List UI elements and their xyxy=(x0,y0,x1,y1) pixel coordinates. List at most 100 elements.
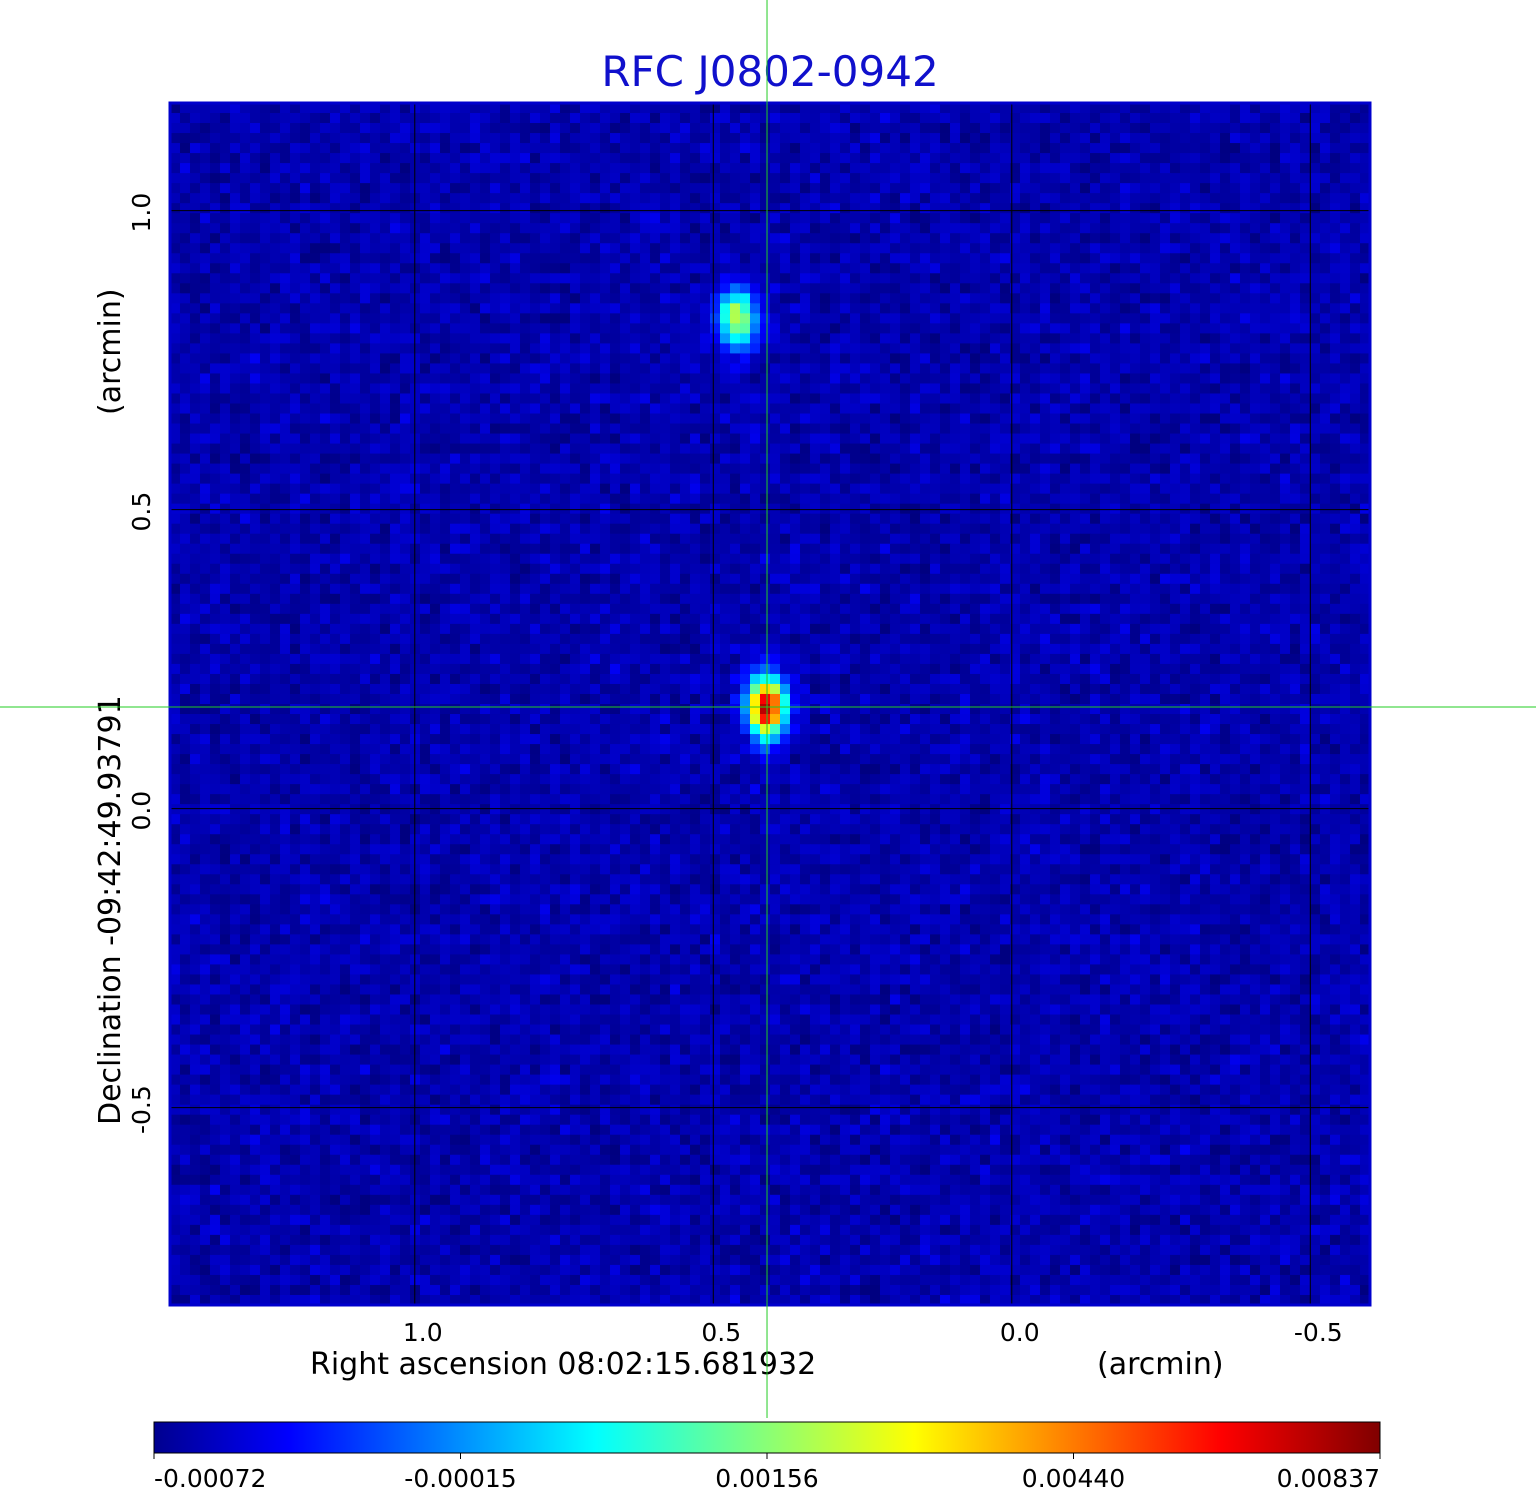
map-pixel xyxy=(1250,173,1261,184)
map-pixel xyxy=(1300,293,1311,304)
map-pixel xyxy=(1290,283,1301,294)
map-pixel xyxy=(740,403,751,415)
map-pixel xyxy=(680,493,691,505)
map-pixel xyxy=(410,213,421,224)
map-pixel xyxy=(500,323,511,334)
map-pixel xyxy=(1150,113,1161,124)
map-pixel xyxy=(470,263,481,274)
map-pixel xyxy=(1350,103,1361,114)
map-pixel xyxy=(360,273,371,284)
map-pixel xyxy=(1210,423,1221,435)
map-pixel xyxy=(230,143,241,154)
map-pixel xyxy=(590,253,601,264)
map-pixel xyxy=(910,333,921,344)
map-pixel xyxy=(920,393,931,405)
map-pixel xyxy=(480,133,491,144)
map-pixel xyxy=(320,103,331,114)
map-pixel xyxy=(240,193,251,204)
map-pixel xyxy=(650,413,661,425)
map-pixel xyxy=(710,413,721,425)
map-pixel xyxy=(870,303,881,314)
map-pixel xyxy=(470,333,481,344)
map-pixel xyxy=(790,483,801,495)
map-pixel xyxy=(700,363,711,375)
map-pixel xyxy=(530,143,541,154)
map-pixel xyxy=(1100,433,1111,445)
map-pixel xyxy=(560,363,571,375)
map-pixel xyxy=(780,333,791,344)
map-pixel xyxy=(530,133,541,144)
map-pixel xyxy=(1040,253,1051,264)
map-pixel xyxy=(500,273,511,284)
map-pixel xyxy=(580,423,591,435)
map-pixel xyxy=(290,223,301,234)
map-pixel xyxy=(180,373,191,385)
map-pixel xyxy=(600,273,611,284)
map-pixel xyxy=(420,143,431,154)
map-pixel xyxy=(300,353,311,365)
map-pixel xyxy=(500,363,511,375)
map-pixel xyxy=(280,333,291,344)
map-pixel xyxy=(1230,313,1241,324)
map-pixel xyxy=(1040,273,1051,284)
map-pixel xyxy=(710,323,721,334)
map-pixel xyxy=(370,373,381,385)
map-pixel xyxy=(420,183,431,194)
map-pixel xyxy=(1090,313,1101,324)
map-pixel xyxy=(520,113,531,124)
map-pixel xyxy=(850,383,861,395)
map-pixel xyxy=(870,493,881,505)
map-pixel xyxy=(620,343,631,355)
map-pixel xyxy=(280,433,291,445)
map-pixel xyxy=(270,503,281,515)
map-pixel xyxy=(270,193,281,204)
map-pixel xyxy=(1160,253,1171,264)
map-pixel xyxy=(910,173,921,184)
map-pixel xyxy=(900,253,911,264)
map-pixel xyxy=(1330,413,1341,425)
map-pixel xyxy=(300,403,311,415)
map-pixel xyxy=(350,353,361,365)
map-pixel xyxy=(530,253,541,264)
map-pixel xyxy=(480,103,491,114)
map-pixel xyxy=(680,363,691,375)
map-pixel xyxy=(370,293,381,304)
map-pixel xyxy=(450,143,461,154)
map-pixel xyxy=(410,413,421,425)
map-pixel xyxy=(210,433,221,445)
map-pixel xyxy=(590,353,601,365)
map-pixel xyxy=(540,103,551,114)
map-pixel xyxy=(440,303,451,314)
map-pixel xyxy=(1250,193,1261,204)
map-pixel xyxy=(1150,263,1161,274)
map-pixel xyxy=(480,143,491,154)
map-pixel xyxy=(740,413,751,425)
map-pixel xyxy=(990,423,1001,435)
map-pixel xyxy=(650,263,661,274)
map-pixel xyxy=(1110,253,1121,264)
map-pixel xyxy=(170,193,181,204)
map-pixel xyxy=(550,153,561,164)
map-pixel xyxy=(410,183,421,194)
map-pixel xyxy=(1220,413,1231,425)
map-pixel xyxy=(910,293,921,304)
map-pixel xyxy=(850,493,861,505)
map-pixel xyxy=(1020,283,1031,294)
map-pixel xyxy=(560,443,571,455)
map-pixel xyxy=(780,273,791,284)
map-pixel xyxy=(550,133,561,144)
map-pixel xyxy=(1160,443,1171,455)
map-pixel xyxy=(1180,143,1191,154)
map-pixel xyxy=(440,423,451,435)
map-pixel xyxy=(220,103,231,114)
map-pixel xyxy=(920,153,931,164)
map-pixel xyxy=(990,293,1001,304)
map-pixel xyxy=(610,313,621,324)
map-pixel xyxy=(460,263,471,274)
map-pixel xyxy=(520,253,531,264)
map-pixel xyxy=(810,433,821,445)
map-pixel xyxy=(1260,343,1271,355)
map-pixel xyxy=(210,123,221,134)
map-pixel xyxy=(400,413,411,425)
map-pixel xyxy=(1280,373,1291,385)
